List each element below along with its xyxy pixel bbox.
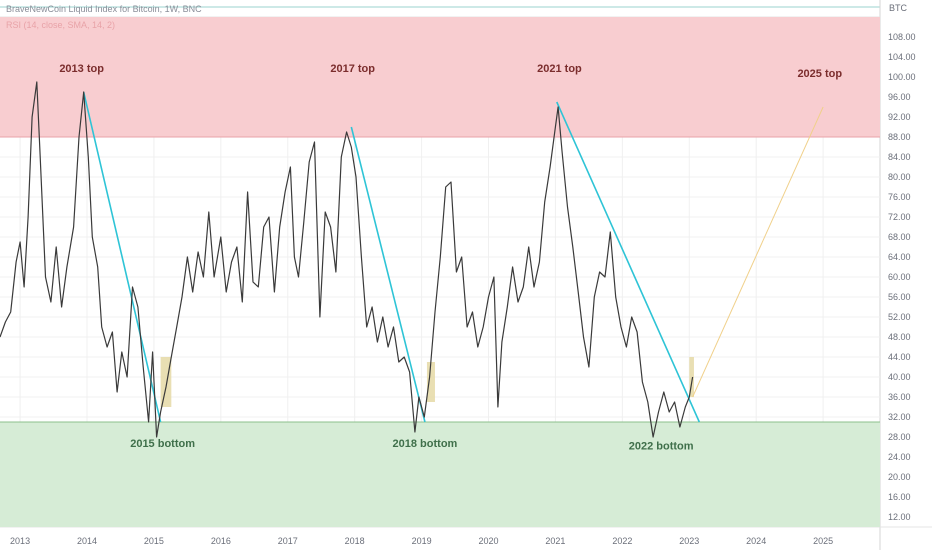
trend-line <box>82 91 162 423</box>
x-tick-label: 2023 <box>679 536 699 546</box>
scale-label: BTC <box>889 3 908 13</box>
y-tick-label: 64.00 <box>888 252 911 262</box>
y-tick-label: 44.00 <box>888 352 911 362</box>
top-annotation: 2017 top <box>330 63 375 75</box>
oversold-zone <box>0 422 880 527</box>
overbought-zone <box>0 17 880 137</box>
x-tick-label: 2024 <box>746 536 766 546</box>
price-scale: 12.00 16.00 20.00 24.00 28.00 32.00 36.00 40.00… <box>888 32 916 522</box>
indicator-label: RSI (14, close, SMA, 14, 2) <box>6 20 115 30</box>
y-tick-label: 88.00 <box>888 132 911 142</box>
y-tick-label: 108.00 <box>888 32 916 42</box>
y-tick-label: 76.00 <box>888 192 911 202</box>
x-tick-label: 2016 <box>211 536 231 546</box>
x-tick-label: 2021 <box>545 536 565 546</box>
annotations: 2013 top 2017 top 2021 top 2025 top 2015 bot… <box>59 63 842 453</box>
marker-box <box>160 357 172 407</box>
projection-line-group <box>692 106 824 398</box>
y-tick-label: 68.00 <box>888 232 911 242</box>
chart-title: BraveNewCoin Liquid Index for Bitcoin, 1… <box>6 4 202 14</box>
y-tick-label: 100.00 <box>888 72 916 82</box>
top-annotation: 2025 top <box>797 68 842 80</box>
y-tick-label: 32.00 <box>888 412 911 422</box>
y-tick-label: 52.00 <box>888 312 911 322</box>
chart-header: BraveNewCoin Liquid Index for Bitcoin, 1… <box>6 3 908 30</box>
x-tick-label: 2017 <box>278 536 298 546</box>
x-tick-label: 2014 <box>77 536 97 546</box>
y-tick-label: 104.00 <box>888 52 916 62</box>
y-tick-label: 36.00 <box>888 392 911 402</box>
y-tick-label: 12.00 <box>888 512 911 522</box>
marker-boxes <box>160 357 694 407</box>
y-tick-label: 28.00 <box>888 432 911 442</box>
x-tick-label: 2022 <box>612 536 632 546</box>
x-tick-label: 2020 <box>479 536 499 546</box>
marker-box <box>689 357 694 397</box>
y-tick-label: 72.00 <box>888 212 911 222</box>
rsi-line-group <box>0 81 694 438</box>
marker-box <box>426 362 435 402</box>
y-tick-label: 20.00 <box>888 472 911 482</box>
y-tick-label: 96.00 <box>888 92 911 102</box>
trend-lines <box>82 91 701 423</box>
x-tick-label: 2025 <box>813 536 833 546</box>
x-tick-label: 2019 <box>412 536 432 546</box>
x-tick-label: 2018 <box>345 536 365 546</box>
top-annotation: 2013 top <box>59 63 104 75</box>
bottom-annotation: 2022 bottom <box>629 441 694 453</box>
rsi-line <box>0 81 694 438</box>
rsi-zones <box>0 17 880 527</box>
y-tick-label: 16.00 <box>888 492 911 502</box>
bottom-annotation: 2018 bottom <box>393 438 458 450</box>
trend-line <box>350 126 426 423</box>
trend-line <box>556 101 701 423</box>
x-tick-label: 2015 <box>144 536 164 546</box>
bottom-annotation: 2015 bottom <box>130 438 195 450</box>
time-scale: 2013 2014 2015 2016 2017 2018 2019 2020 2021 2022… <box>10 536 833 546</box>
y-tick-label: 48.00 <box>888 332 911 342</box>
top-annotation: 2021 top <box>537 63 582 75</box>
projection-line <box>692 106 824 398</box>
y-tick-label: 40.00 <box>888 372 911 382</box>
y-tick-label: 60.00 <box>888 272 911 282</box>
y-tick-label: 56.00 <box>888 292 911 302</box>
y-tick-label: 80.00 <box>888 172 911 182</box>
y-tick-label: 92.00 <box>888 112 911 122</box>
x-tick-label: 2013 <box>10 536 30 546</box>
y-tick-label: 84.00 <box>888 152 911 162</box>
y-tick-label: 24.00 <box>888 452 911 462</box>
